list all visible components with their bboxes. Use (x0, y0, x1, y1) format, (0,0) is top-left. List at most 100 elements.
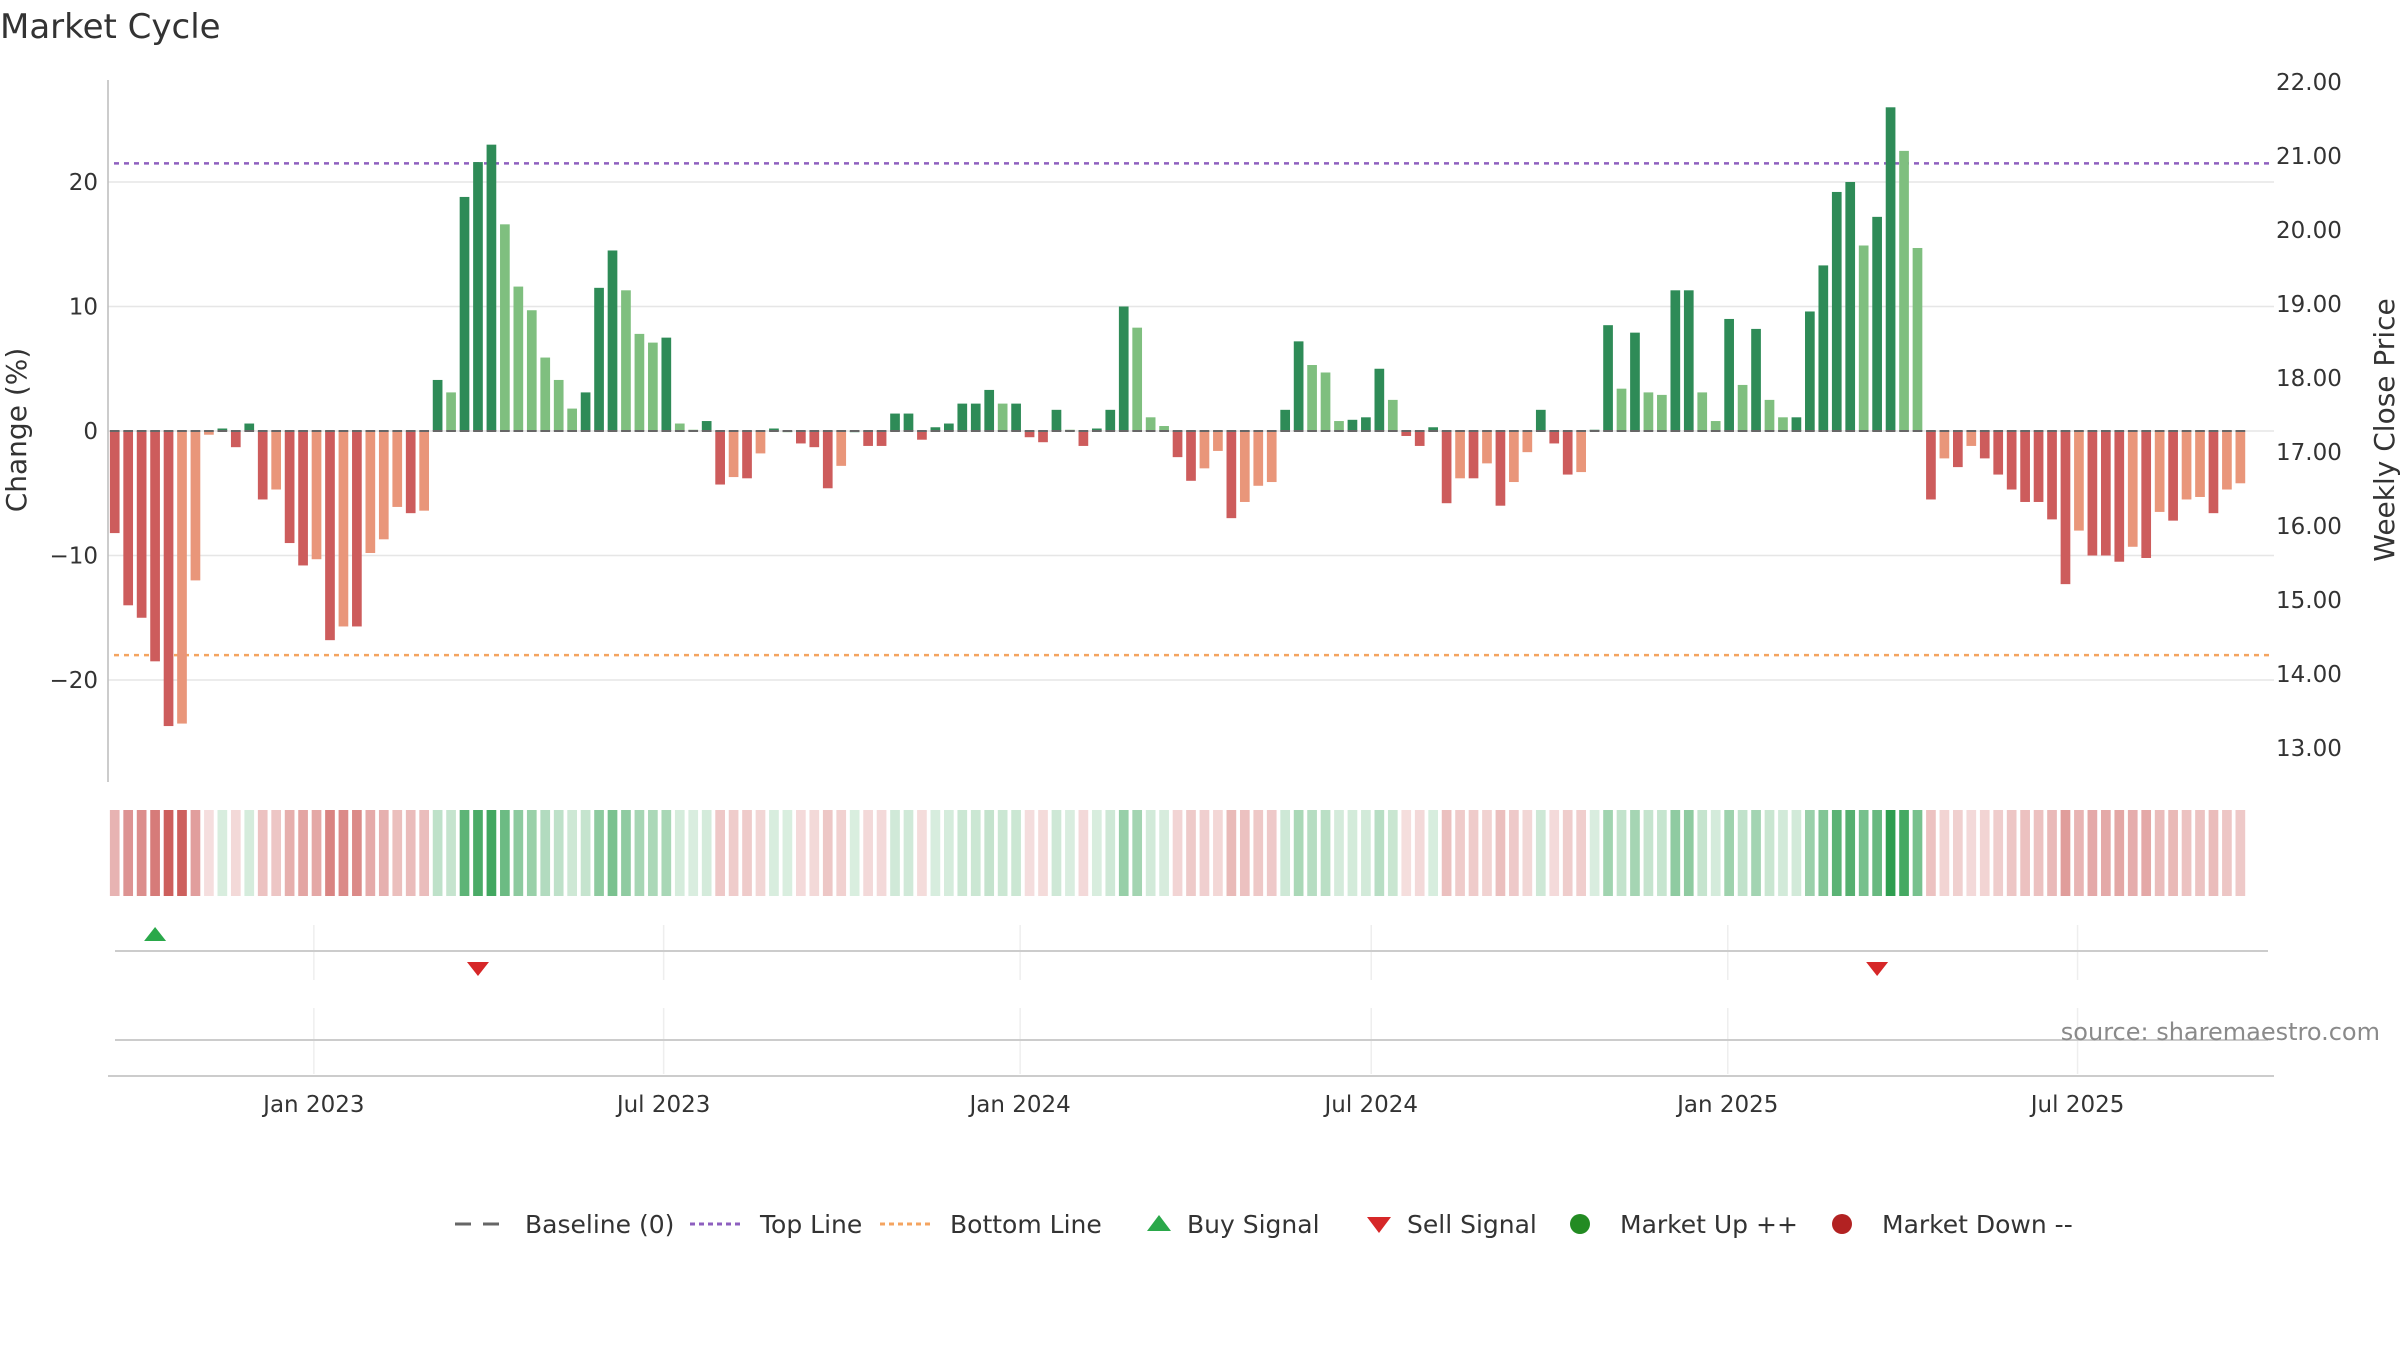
change-bar (284, 431, 295, 544)
change-bar (1213, 431, 1223, 451)
strip-cell (526, 810, 537, 896)
strip-cell (1038, 810, 1048, 896)
x-tick-label: Jul 2024 (1322, 1092, 1418, 1118)
legend-label: Sell Signal (1407, 1210, 1537, 1239)
change-bar (2087, 431, 2098, 556)
change-bar (648, 342, 658, 431)
change-bar (661, 337, 672, 432)
change-bars (109, 107, 2246, 727)
change-bar (890, 413, 900, 431)
change-bar (1145, 417, 1156, 432)
strip-cell (1347, 810, 1358, 896)
change-bar (903, 413, 914, 431)
change-bar (1239, 431, 1250, 502)
change-bar (325, 431, 335, 641)
change-bar (1791, 417, 1802, 432)
change-bar (769, 428, 779, 431)
change-bar (2141, 431, 2152, 558)
strip-cell (1805, 810, 1815, 896)
strip-cell (1993, 810, 2004, 896)
change-bar (1966, 431, 1977, 446)
strip-cell (1468, 810, 1479, 896)
change-bar (1979, 431, 1990, 459)
strip-cell (1724, 810, 1734, 896)
legend-item-bottom: Bottom Line (880, 1210, 1102, 1239)
strip-cell (796, 810, 806, 896)
legend-item-down: Market Down -- (1832, 1210, 2073, 1239)
change-bar (1697, 392, 1708, 431)
strip-cell (1428, 810, 1439, 896)
strip-cell (715, 810, 725, 896)
strip-cell (917, 810, 927, 896)
change-bar (311, 431, 322, 560)
strip-cell (1899, 810, 1909, 896)
y-tick-left: −10 (49, 544, 98, 570)
strip-cell (2074, 810, 2084, 896)
change-bar (822, 431, 833, 489)
change-bar (2020, 431, 2030, 502)
change-bar (1630, 332, 1640, 431)
strip-cell (903, 810, 914, 896)
strip-cell (674, 810, 685, 896)
change-bar (796, 431, 806, 444)
change-bar (1509, 431, 1519, 483)
strip-cell (580, 810, 591, 896)
strip-cell (244, 810, 255, 896)
y-tick-right: 13.00 (2276, 736, 2342, 762)
change-bar (876, 431, 887, 446)
change-bar (1455, 431, 1465, 479)
legend-label: Top Line (759, 1210, 862, 1239)
change-bar (1051, 409, 1062, 431)
strip-cell (2033, 810, 2044, 896)
change-bar (1670, 290, 1681, 431)
strip-cell (1926, 810, 1936, 896)
strip-cell (594, 810, 604, 896)
strip-cell (2047, 810, 2057, 896)
strip-cell (2006, 810, 2017, 896)
change-bar (271, 431, 282, 490)
y-tick-left: −20 (49, 668, 98, 694)
change-bar (2074, 431, 2084, 531)
change-bar (594, 287, 604, 431)
chart-title: Market Cycle (0, 7, 221, 47)
change-bar (365, 431, 376, 554)
strip-cell (1186, 810, 1196, 896)
change-bar (2114, 431, 2125, 562)
strip-cell (1387, 810, 1398, 896)
y-axis-right-label: Weekly Close Price (2368, 298, 2400, 561)
change-bar (944, 423, 954, 431)
strip-cell (2087, 810, 2098, 896)
strip-cell (890, 810, 900, 896)
strip-cell (177, 810, 187, 896)
change-bar (338, 431, 349, 627)
strip-cell (1159, 810, 1169, 896)
change-bar (621, 290, 631, 431)
change-bar (1347, 419, 1358, 432)
change-bar (809, 431, 820, 448)
strip-cell (2141, 810, 2152, 896)
strip-cell (728, 810, 739, 896)
change-bar (1320, 372, 1331, 432)
strip-cell (1266, 810, 1277, 896)
strip-cell (405, 810, 416, 896)
change-bar (1764, 399, 1775, 432)
strip-cell (1549, 810, 1560, 896)
strip-cell (688, 810, 699, 896)
legend-item-sell: Sell Signal (1367, 1210, 1537, 1239)
strip-cell (769, 810, 779, 896)
change-bar (1724, 318, 1734, 431)
strip-cell (1320, 810, 1331, 896)
change-bar (1737, 384, 1748, 431)
change-bar (190, 431, 201, 581)
y-tick-right: 22.00 (2276, 70, 2342, 96)
change-bar (136, 431, 147, 618)
strip-cell (2235, 810, 2246, 896)
strip-cell (2154, 810, 2165, 896)
change-bar (1643, 392, 1654, 431)
strip-cell (836, 810, 847, 896)
change-bar (177, 431, 187, 724)
change-bar (553, 379, 564, 431)
y-tick-right: 19.00 (2276, 292, 2342, 318)
strip-cell (1065, 810, 1075, 896)
strip-cell (2127, 810, 2138, 896)
